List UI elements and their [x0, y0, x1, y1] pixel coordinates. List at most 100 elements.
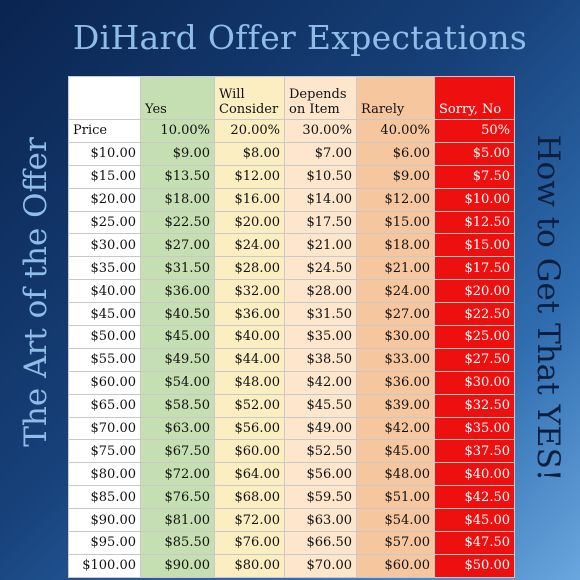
offer-cell: $40.00 — [214, 325, 285, 349]
offer-cell: $32.50 — [434, 393, 515, 418]
price-cell: $10.00 — [68, 141, 141, 166]
offer-cell: $25.00 — [434, 325, 515, 349]
offer-cell: $21.00 — [284, 233, 357, 258]
offer-cell: $63.00 — [140, 416, 215, 441]
offer-cell: $52.50 — [284, 439, 357, 464]
offer-cell: $39.00 — [356, 393, 435, 418]
offer-cell: $44.00 — [214, 347, 285, 372]
price-cell: $55.00 — [68, 347, 141, 372]
table-row: $80.00 $72.00 $64.00 $56.00 $48.00 $40.00 — [68, 462, 515, 487]
offer-cell: $30.00 — [434, 370, 515, 395]
table-row: $35.00 $31.50 $28.00 $24.50 $21.00 $17.50 — [68, 256, 515, 281]
offer-cell: $27.00 — [356, 302, 435, 327]
offer-cell: $60.00 — [214, 439, 285, 464]
table-row: $60.00 $54.00 $48.00 $42.00 $36.00 $30.00 — [68, 370, 515, 395]
offer-cell: $22.50 — [434, 302, 515, 327]
header-rarely: Rarely — [356, 76, 435, 120]
offer-cell: $9.00 — [356, 164, 435, 189]
offer-cell: $15.00 — [434, 233, 515, 258]
offer-cell: $28.00 — [214, 256, 285, 281]
table-row: $10.00 $9.00 $8.00 $7.00 $6.00 $5.00 — [68, 141, 515, 166]
offer-cell: $21.00 — [356, 256, 435, 281]
offer-cell: $20.00 — [434, 279, 515, 304]
offer-cell: $80.00 — [214, 553, 285, 579]
percent-cell: 10.00% — [140, 119, 215, 143]
offer-cell: $7.50 — [434, 164, 515, 189]
offer-cell: $35.00 — [284, 325, 357, 349]
offer-cell: $47.50 — [434, 531, 515, 555]
offer-cell: $12.00 — [356, 187, 435, 212]
table-row: $65.00 $58.50 $52.00 $45.50 $39.00 $32.50 — [68, 393, 515, 418]
offer-cell: $30.00 — [356, 325, 435, 349]
offer-cell: $85.50 — [140, 531, 215, 555]
table-row: $95.00 $85.50 $76.00 $66.50 $57.00 $47.50 — [68, 531, 515, 555]
offer-cell: $48.00 — [356, 462, 435, 487]
offer-cell: $57.00 — [356, 531, 435, 555]
offer-cell: $40.00 — [434, 462, 515, 487]
percent-cell: 30.00% — [284, 119, 357, 143]
header-row: Yes Will Consider Depends on Item Rarely S… — [68, 76, 515, 120]
price-cell: $35.00 — [68, 256, 141, 281]
price-cell: $85.00 — [68, 485, 141, 510]
percent-cell: 40.00% — [356, 119, 435, 143]
table-row: $30.00 $27.00 $24.00 $21.00 $18.00 $15.00 — [68, 233, 515, 258]
offer-cell: $68.00 — [214, 485, 285, 510]
offer-cell: $60.00 — [356, 553, 435, 579]
offer-cell: $36.00 — [356, 370, 435, 395]
offer-cell: $24.50 — [284, 256, 357, 281]
offer-cell: $8.00 — [214, 141, 285, 166]
offer-cell: $32.00 — [214, 279, 285, 304]
offer-cell: $37.50 — [434, 439, 515, 464]
table-row: $45.00 $40.50 $36.00 $31.50 $27.00 $22.50 — [68, 302, 515, 327]
offer-cell: $40.50 — [140, 302, 215, 327]
offer-cell: $17.50 — [284, 210, 357, 235]
price-cell: $60.00 — [68, 370, 141, 395]
price-cell: $40.00 — [68, 279, 141, 304]
offer-cell: $48.00 — [214, 370, 285, 395]
offer-cell: $54.00 — [140, 370, 215, 395]
offer-cell: $64.00 — [214, 462, 285, 487]
offer-cell: $42.50 — [434, 485, 515, 510]
header-price — [68, 76, 141, 120]
price-cell: $50.00 — [68, 325, 141, 349]
price-cell: $15.00 — [68, 164, 141, 189]
offer-cell: $17.50 — [434, 256, 515, 281]
offer-cell: $27.00 — [140, 233, 215, 258]
offer-cell: $45.00 — [434, 508, 515, 533]
offer-cell: $49.50 — [140, 347, 215, 372]
offer-cell: $49.00 — [284, 416, 357, 441]
offer-cell: $20.00 — [214, 210, 285, 235]
price-cell: $100.00 — [68, 553, 141, 579]
table-row: $55.00 $49.50 $44.00 $38.50 $33.00 $27.50 — [68, 347, 515, 372]
offer-cell: $76.50 — [140, 485, 215, 510]
price-cell: $25.00 — [68, 210, 141, 235]
header-will-consider: Will Consider — [214, 76, 285, 120]
price-cell: $20.00 — [68, 187, 141, 212]
offer-cell: $72.00 — [140, 462, 215, 487]
offer-cell: $58.50 — [140, 393, 215, 418]
offer-cell: $36.00 — [140, 279, 215, 304]
offer-cell: $70.00 — [284, 553, 357, 579]
offer-cell: $9.00 — [140, 141, 215, 166]
offer-cell: $38.50 — [284, 347, 357, 372]
offer-cell: $51.00 — [356, 485, 435, 510]
price-cell: $80.00 — [68, 462, 141, 487]
offer-cell: $45.00 — [140, 325, 215, 349]
percent-cell: 20.00% — [214, 119, 285, 143]
offer-cell: $54.00 — [356, 508, 435, 533]
offer-cell: $18.00 — [356, 233, 435, 258]
side-caption-left: The Art of the Offer — [18, 137, 54, 447]
offer-cell: $50.00 — [434, 553, 515, 579]
page-title: DiHard Offer Expectations — [72, 18, 528, 57]
price-cell: $30.00 — [68, 233, 141, 258]
offer-cell: $31.50 — [140, 256, 215, 281]
table-row: $20.00 $18.00 $16.00 $14.00 $12.00 $10.00 — [68, 187, 515, 212]
table-row: $100.00 $90.00 $80.00 $70.00 $60.00 $50.00 — [68, 553, 515, 579]
offer-cell: $67.50 — [140, 439, 215, 464]
offer-cell: $76.00 — [214, 531, 285, 555]
offer-cell: $28.00 — [284, 279, 357, 304]
table-row: $90.00 $81.00 $72.00 $63.00 $54.00 $45.00 — [68, 508, 515, 533]
table-row: $50.00 $45.00 $40.00 $35.00 $30.00 $25.00 — [68, 325, 515, 349]
offer-cell: $24.00 — [214, 233, 285, 258]
price-cell: $90.00 — [68, 508, 141, 533]
